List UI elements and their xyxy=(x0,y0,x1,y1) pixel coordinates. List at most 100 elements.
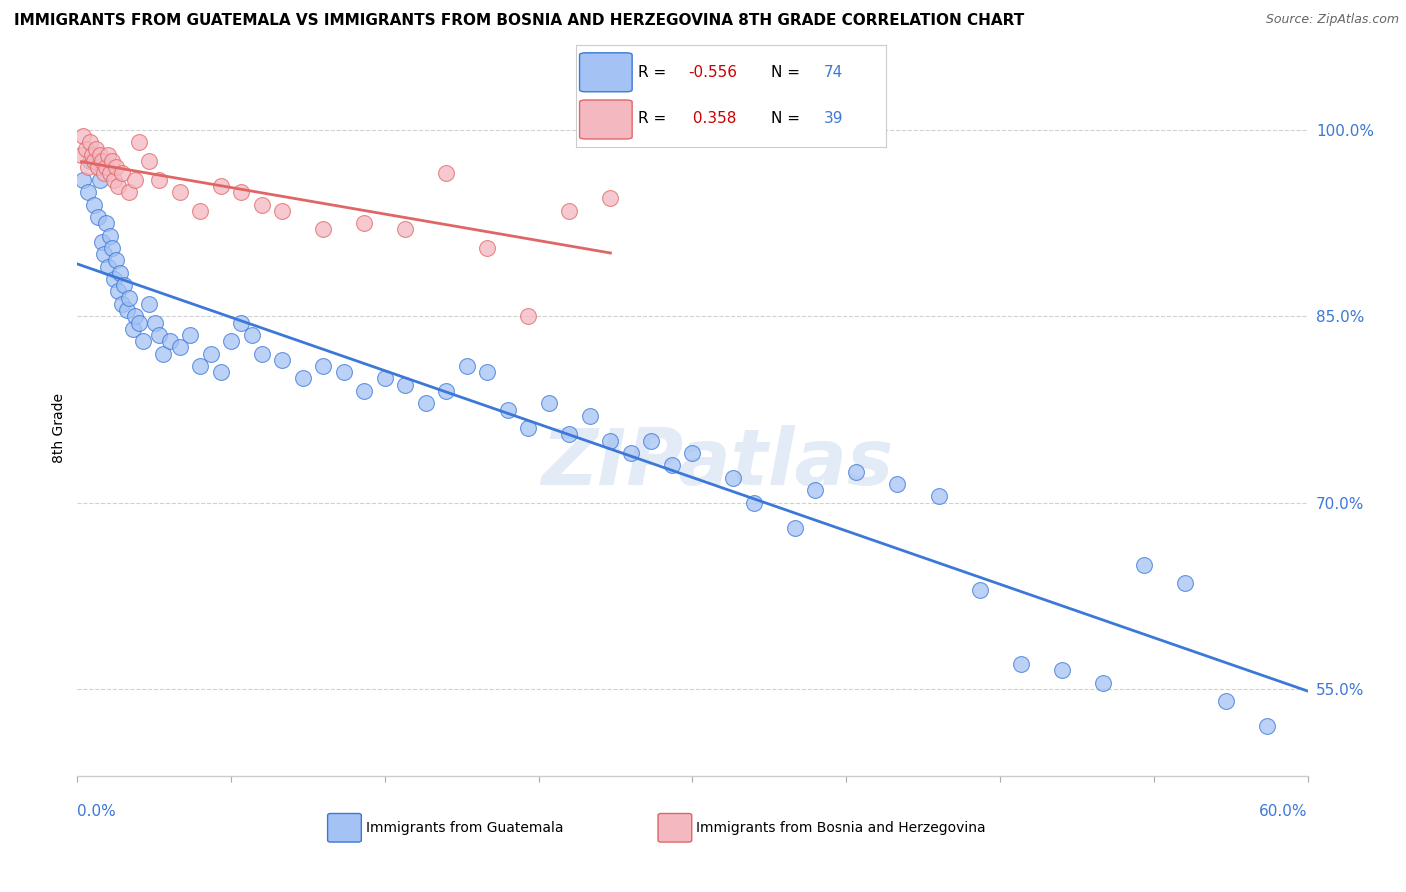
Point xyxy=(75,142,97,156)
Point xyxy=(105,253,128,268)
Point xyxy=(477,241,499,255)
Point xyxy=(72,129,94,144)
Point xyxy=(94,216,117,230)
Point xyxy=(169,340,191,354)
Point xyxy=(103,272,125,286)
Point xyxy=(90,154,114,169)
Point xyxy=(436,166,458,180)
Y-axis label: 8th Grade: 8th Grade xyxy=(52,393,66,463)
Point xyxy=(152,346,174,360)
Text: 0.0%: 0.0% xyxy=(77,805,117,819)
Point xyxy=(312,222,335,236)
Point xyxy=(148,328,170,343)
Point xyxy=(148,172,170,186)
Point xyxy=(599,434,621,448)
Point xyxy=(79,154,101,169)
Point xyxy=(83,154,105,169)
Text: 0.358: 0.358 xyxy=(688,111,737,126)
FancyBboxPatch shape xyxy=(579,100,633,139)
Point xyxy=(188,203,212,218)
Point xyxy=(415,396,437,410)
Point xyxy=(98,228,121,243)
Point xyxy=(1256,719,1278,733)
Point xyxy=(117,185,139,199)
Point xyxy=(599,191,621,205)
Point xyxy=(132,334,155,349)
Point xyxy=(138,154,160,169)
Point xyxy=(138,297,160,311)
Point xyxy=(98,166,121,180)
Point xyxy=(169,185,191,199)
Text: 39: 39 xyxy=(824,111,844,126)
Text: Immigrants from Guatemala: Immigrants from Guatemala xyxy=(366,821,562,835)
Point xyxy=(89,148,111,162)
Point xyxy=(537,396,560,410)
Point xyxy=(89,172,111,186)
Point xyxy=(517,421,540,435)
Point xyxy=(76,185,98,199)
Point xyxy=(94,161,117,175)
Text: 74: 74 xyxy=(824,65,844,79)
Point xyxy=(333,365,356,379)
Point xyxy=(97,148,120,162)
Point xyxy=(353,216,375,230)
Point xyxy=(84,142,107,156)
Point xyxy=(79,136,101,150)
Text: IMMIGRANTS FROM GUATEMALA VS IMMIGRANTS FROM BOSNIA AND HERZEGOVINA 8TH GRADE CO: IMMIGRANTS FROM GUATEMALA VS IMMIGRANTS … xyxy=(14,13,1025,29)
Point xyxy=(107,285,129,299)
Point xyxy=(456,359,478,373)
Point xyxy=(1215,694,1237,708)
Point xyxy=(783,520,806,534)
Point xyxy=(101,241,124,255)
Point xyxy=(93,166,115,180)
Point xyxy=(250,346,273,360)
Point xyxy=(111,166,134,180)
Point xyxy=(250,197,273,211)
Point xyxy=(517,310,540,324)
Point xyxy=(723,471,745,485)
Point xyxy=(271,352,294,367)
Point xyxy=(1091,676,1114,690)
Point xyxy=(117,291,139,305)
Point xyxy=(83,197,105,211)
Point xyxy=(114,278,136,293)
Point xyxy=(159,334,181,349)
Point xyxy=(101,154,124,169)
Point xyxy=(209,178,232,193)
Point xyxy=(115,303,138,318)
Point xyxy=(200,346,222,360)
Point xyxy=(374,371,396,385)
Point xyxy=(1010,657,1032,672)
Point xyxy=(1050,664,1073,678)
Point xyxy=(72,172,94,186)
Point xyxy=(179,328,201,343)
Point xyxy=(76,161,98,175)
Point xyxy=(845,465,868,479)
Point xyxy=(291,371,314,385)
Point xyxy=(558,203,581,218)
Point xyxy=(111,297,134,311)
Point xyxy=(240,328,263,343)
Point xyxy=(103,172,125,186)
Point xyxy=(496,402,519,417)
Point xyxy=(93,247,115,261)
Point xyxy=(124,310,146,324)
Point xyxy=(105,161,128,175)
Point xyxy=(70,148,93,162)
Point xyxy=(219,334,242,349)
Point xyxy=(928,490,950,504)
Point xyxy=(312,359,335,373)
Point xyxy=(620,446,643,460)
Text: -0.556: -0.556 xyxy=(688,65,737,79)
Text: ZIPatlas: ZIPatlas xyxy=(541,425,893,501)
Text: Immigrants from Bosnia and Herzegovina: Immigrants from Bosnia and Herzegovina xyxy=(696,821,986,835)
Text: Source: ZipAtlas.com: Source: ZipAtlas.com xyxy=(1265,13,1399,27)
Point xyxy=(394,222,416,236)
Point xyxy=(90,235,114,249)
Point xyxy=(107,178,129,193)
Point xyxy=(804,483,827,498)
Point xyxy=(87,161,110,175)
Text: R =: R = xyxy=(638,65,666,79)
Point xyxy=(231,316,253,330)
Point xyxy=(477,365,499,379)
